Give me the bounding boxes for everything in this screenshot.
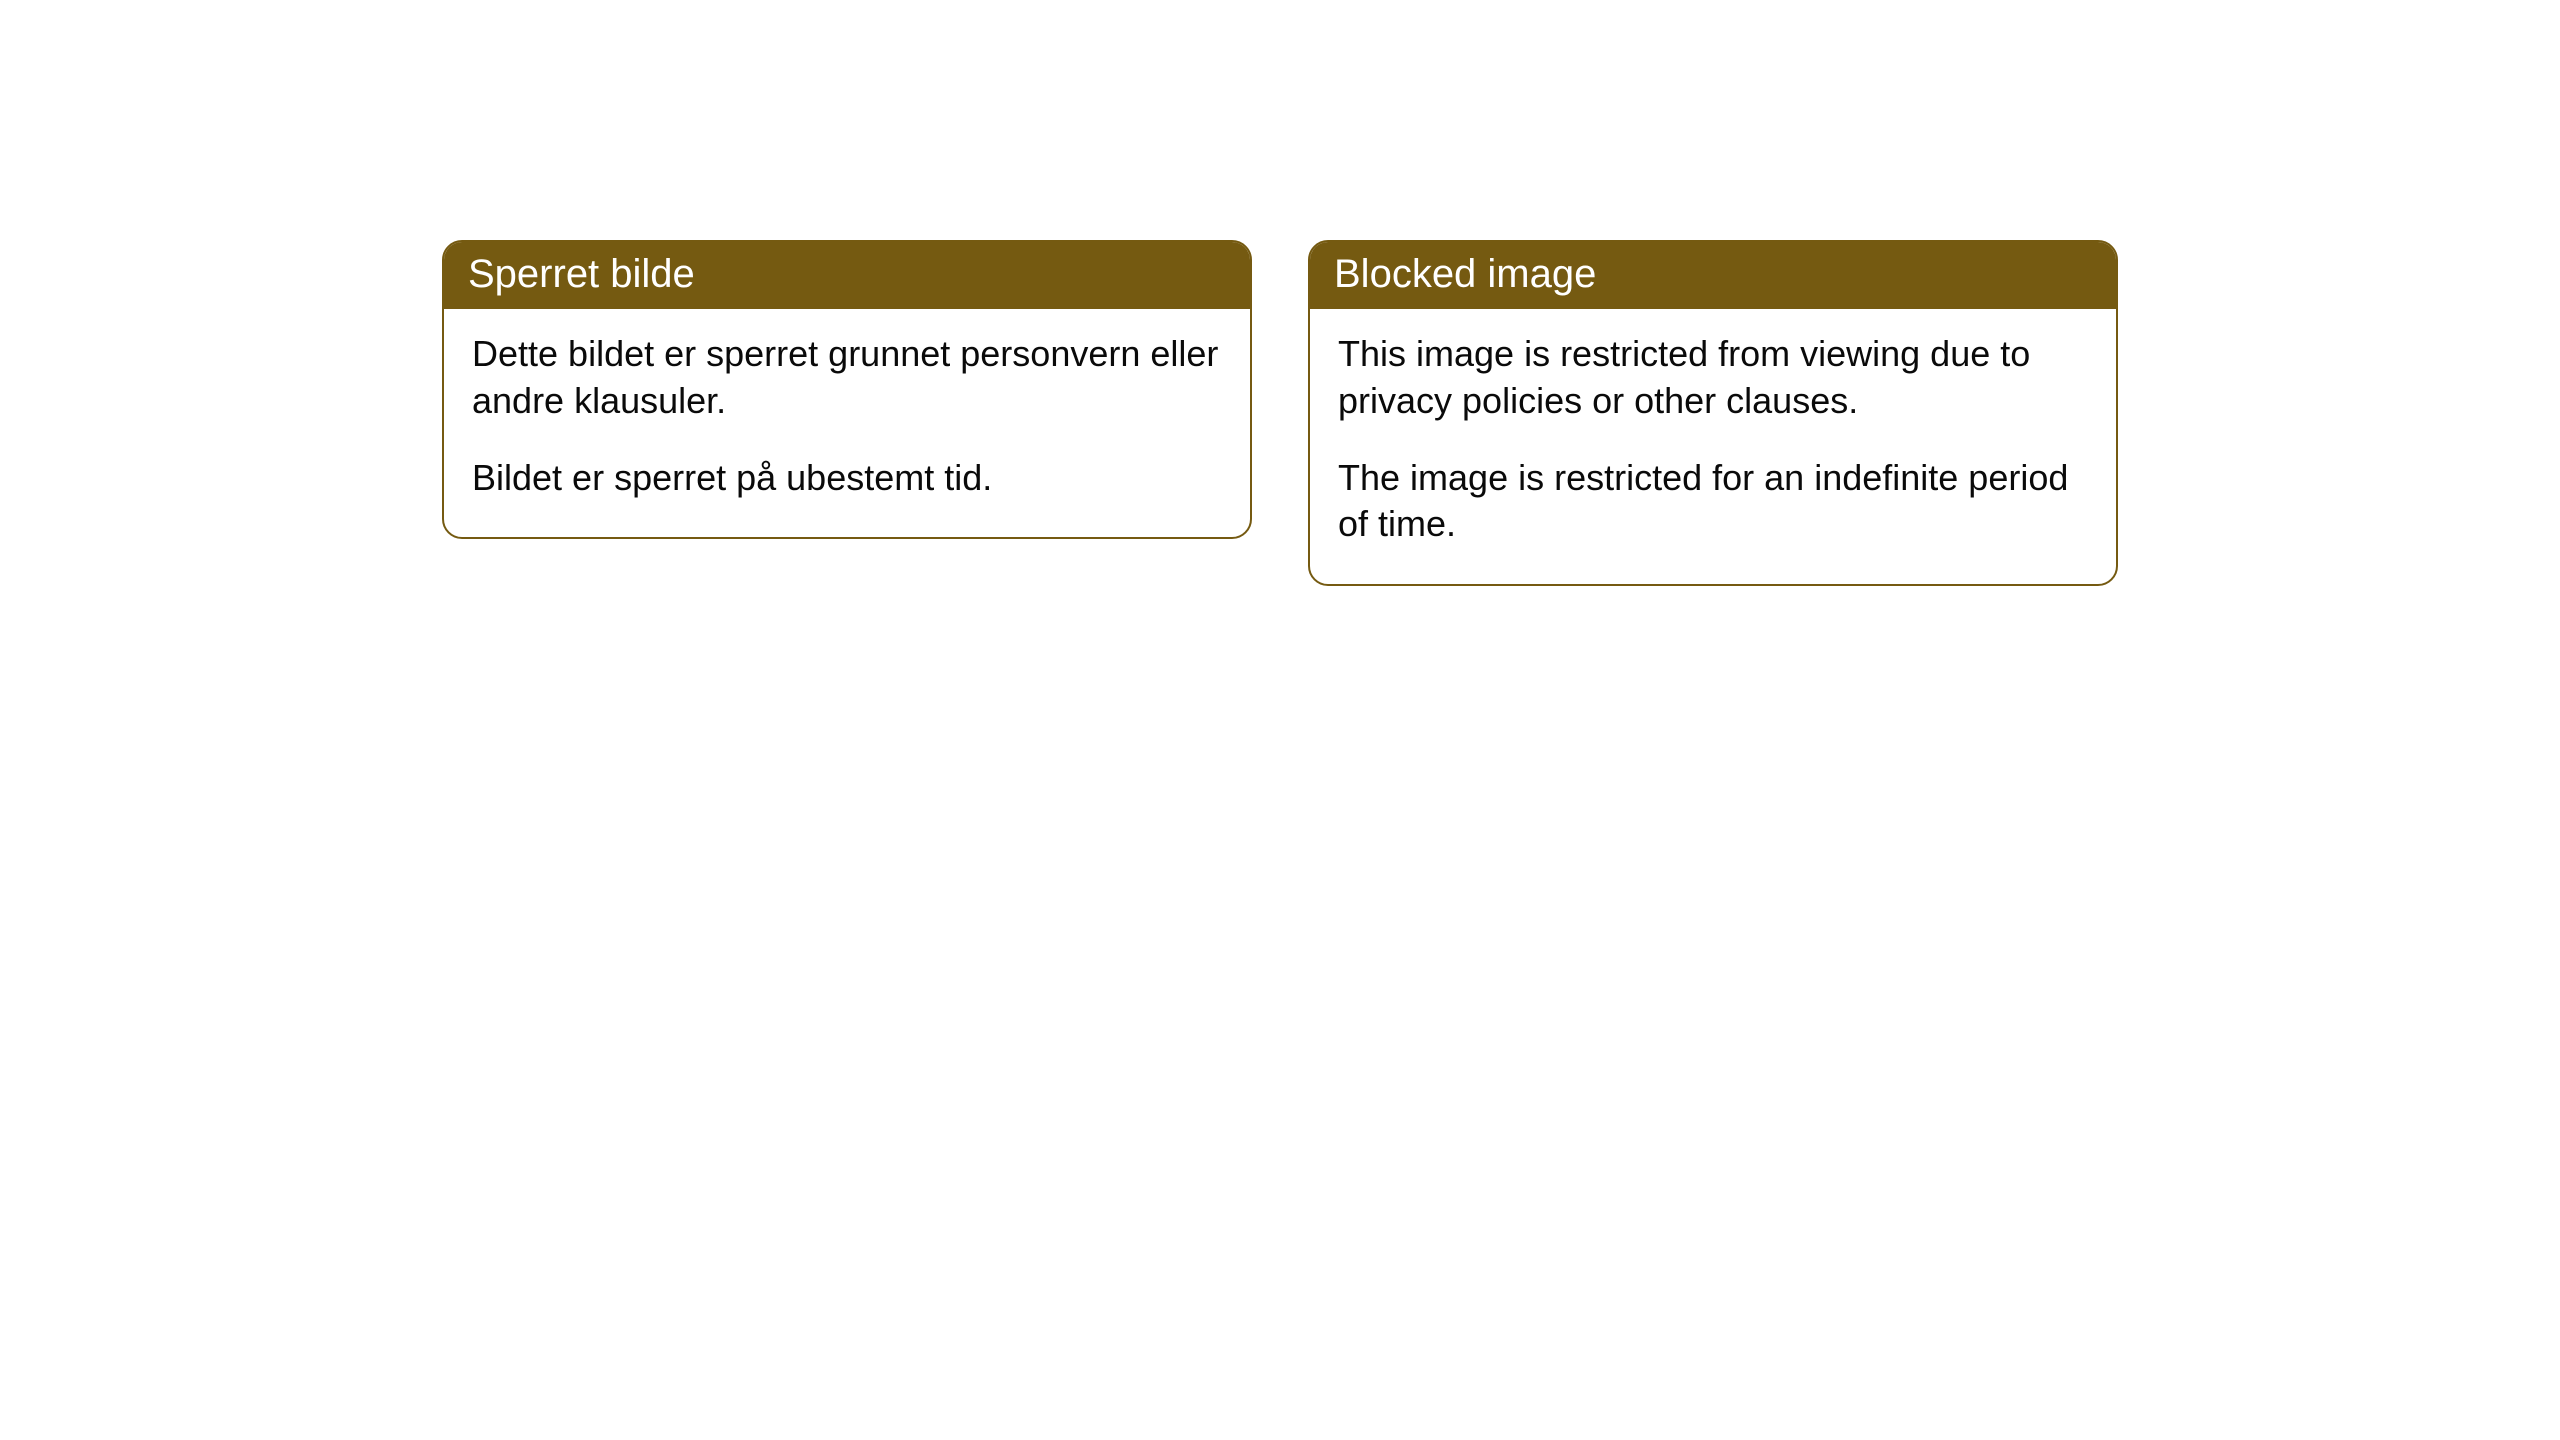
- card-header: Blocked image: [1310, 242, 2116, 309]
- blocked-image-card-english: Blocked image This image is restricted f…: [1308, 240, 2118, 586]
- card-body: Dette bildet er sperret grunnet personve…: [444, 309, 1250, 537]
- card-title: Blocked image: [1334, 252, 1596, 296]
- card-title: Sperret bilde: [468, 252, 695, 296]
- card-header: Sperret bilde: [444, 242, 1250, 309]
- card-paragraph: Dette bildet er sperret grunnet personve…: [472, 331, 1222, 425]
- card-body: This image is restricted from viewing du…: [1310, 309, 2116, 584]
- card-paragraph: This image is restricted from viewing du…: [1338, 331, 2088, 425]
- blocked-image-card-norwegian: Sperret bilde Dette bildet er sperret gr…: [442, 240, 1252, 539]
- notice-cards-container: Sperret bilde Dette bildet er sperret gr…: [442, 240, 2118, 1440]
- card-paragraph: Bildet er sperret på ubestemt tid.: [472, 455, 1222, 502]
- card-paragraph: The image is restricted for an indefinit…: [1338, 455, 2088, 549]
